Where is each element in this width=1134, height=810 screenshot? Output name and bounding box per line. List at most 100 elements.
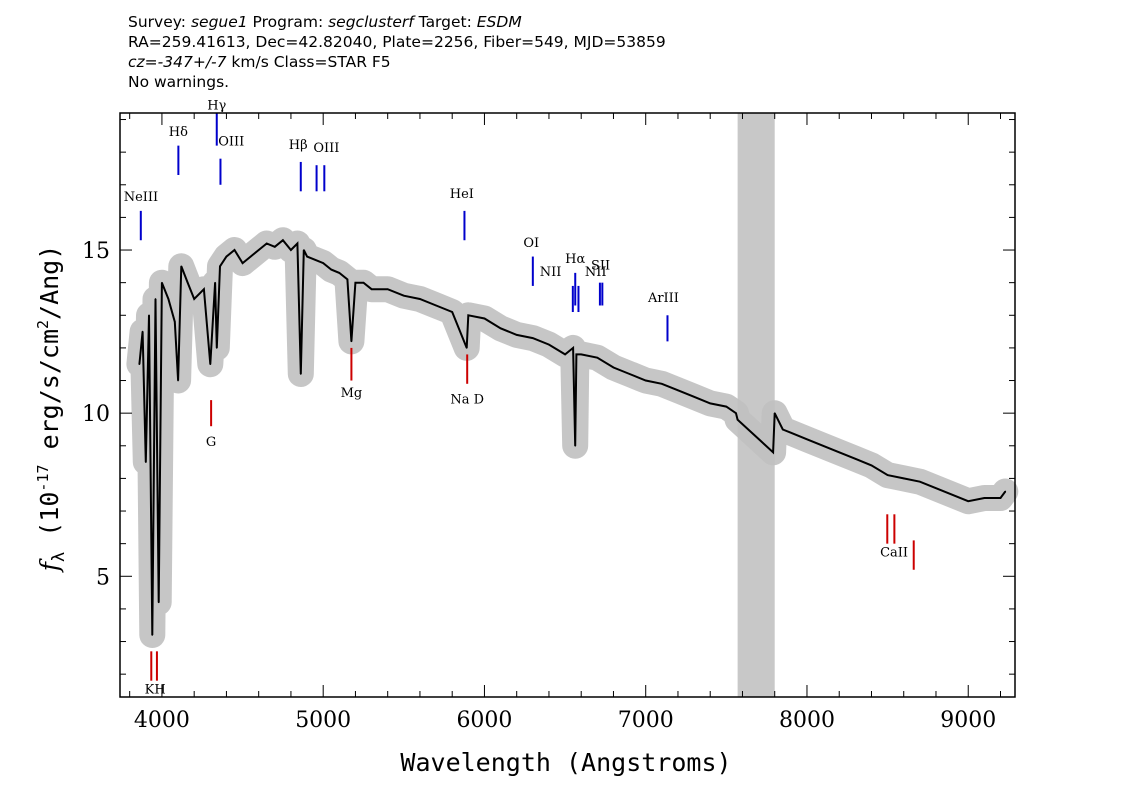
x-tick-label: 8000 bbox=[779, 708, 835, 733]
flux-point bbox=[772, 451, 774, 454]
y-tick-label: 10 bbox=[82, 402, 110, 427]
flux-point bbox=[338, 272, 341, 274]
line-marker-label: ArIII bbox=[647, 291, 679, 306]
flux-point bbox=[564, 353, 566, 356]
line-marker-label: NeIII bbox=[124, 190, 158, 205]
flux-point bbox=[346, 278, 349, 281]
flux-point bbox=[177, 379, 179, 382]
flux-point bbox=[370, 288, 373, 290]
flux-point bbox=[580, 353, 583, 356]
line-marker-label: OI bbox=[523, 236, 539, 251]
flux-point bbox=[148, 314, 150, 317]
x-tick-label: 4000 bbox=[134, 708, 190, 733]
line-marker-label: Hβ bbox=[289, 138, 308, 153]
line-marker-label: HeI bbox=[450, 187, 474, 202]
line-marker-label: KH bbox=[145, 683, 166, 698]
line-marker-label: OIII bbox=[313, 141, 339, 156]
flux-point bbox=[274, 245, 276, 248]
flux-point bbox=[435, 304, 437, 307]
flux-point bbox=[233, 249, 236, 251]
line-marker-label: Na D bbox=[450, 392, 484, 407]
spectrum-header: Survey: segue1 Program: segclusterf Targ… bbox=[128, 12, 666, 92]
header-line-1: Survey: segue1 Program: segclusterf Targ… bbox=[128, 12, 666, 32]
line-marker-label: OIII bbox=[218, 135, 244, 150]
flux-point bbox=[330, 268, 333, 271]
flux-point bbox=[362, 281, 365, 284]
line-marker-label: NII bbox=[585, 265, 607, 280]
flux-point bbox=[574, 444, 577, 447]
flux-point bbox=[1004, 490, 1007, 493]
header-line-3: cz=-347+/-7 km/s Class=STAR F5 bbox=[128, 52, 666, 72]
line-marker-label: CaII bbox=[880, 546, 908, 561]
flux-point bbox=[661, 382, 663, 385]
flux-point bbox=[151, 634, 154, 636]
flux-point bbox=[193, 298, 195, 300]
flux-point bbox=[572, 347, 574, 349]
svg-text:fλ (10-17 erg/s/cm2/Ang): fλ (10-17 erg/s/cm2/Ang) bbox=[34, 245, 69, 574]
y-tick-label: 5 bbox=[96, 565, 110, 590]
flux-point bbox=[141, 330, 144, 333]
x-tick-label: 5000 bbox=[295, 708, 351, 733]
line-marker-label: Hα bbox=[565, 252, 585, 267]
flux-point bbox=[515, 334, 518, 336]
flux-point bbox=[350, 340, 353, 343]
target-label: Target: bbox=[413, 13, 477, 31]
x-axis-label: Wavelength (Angstroms) bbox=[400, 748, 731, 777]
flux-point bbox=[596, 356, 599, 359]
flux-point bbox=[725, 405, 728, 408]
flux-point bbox=[186, 281, 189, 284]
line-marker-label: Hγ bbox=[207, 99, 226, 114]
flux-point bbox=[951, 493, 953, 496]
flux-point bbox=[282, 239, 284, 242]
program-value: segclusterf bbox=[328, 13, 414, 31]
flux-point bbox=[465, 347, 468, 349]
flux-point bbox=[225, 255, 228, 258]
flux-point bbox=[902, 477, 905, 480]
flux-point bbox=[167, 298, 170, 300]
header-line-2: RA=259.41613, Dec=42.82040, Plate=2256, … bbox=[128, 33, 666, 51]
flux-point bbox=[249, 255, 252, 258]
flux-point bbox=[773, 412, 776, 414]
line-marker-label: SII bbox=[591, 259, 610, 274]
flux-point bbox=[203, 288, 205, 290]
y-tick-label: 15 bbox=[82, 239, 110, 264]
flux-point bbox=[145, 461, 147, 463]
survey-value: segue1 bbox=[190, 13, 248, 31]
flux-point bbox=[209, 363, 212, 366]
header-line-4: No warnings. bbox=[128, 73, 230, 91]
x-tick-label: 9000 bbox=[940, 708, 996, 733]
flux-point bbox=[403, 294, 405, 297]
line-marker-label: Mg bbox=[341, 386, 363, 401]
flux-point bbox=[354, 281, 357, 284]
flux-point bbox=[157, 601, 160, 604]
flux-point bbox=[735, 412, 737, 414]
flux-point bbox=[870, 464, 873, 467]
plot-frame bbox=[119, 112, 1016, 698]
flux-point bbox=[822, 444, 824, 447]
flux-point bbox=[257, 249, 260, 251]
flux-point bbox=[467, 314, 470, 317]
flux-point bbox=[983, 497, 986, 499]
flux-point bbox=[886, 474, 889, 476]
y-axis-label: fλ (10-17 erg/s/cm2/Ang) bbox=[34, 245, 69, 574]
flux-point bbox=[161, 281, 163, 284]
flux-point bbox=[575, 353, 578, 356]
flux-point bbox=[612, 366, 615, 369]
cz-label: cz= bbox=[128, 53, 158, 71]
x-tick-label: 6000 bbox=[456, 708, 512, 733]
line-marker-label: NII bbox=[540, 265, 562, 280]
class-text: km/s Class=STAR F5 bbox=[226, 53, 391, 71]
flux-point bbox=[967, 500, 970, 503]
flux-point bbox=[219, 265, 221, 268]
flux-point bbox=[299, 373, 302, 375]
flux-point bbox=[838, 451, 841, 454]
flux-point bbox=[290, 249, 292, 251]
flux-point bbox=[419, 298, 421, 300]
flux-point bbox=[854, 458, 857, 460]
flux-point bbox=[919, 480, 921, 483]
flux-point bbox=[709, 402, 712, 405]
flux-point bbox=[935, 487, 937, 489]
flux-point bbox=[483, 317, 486, 320]
